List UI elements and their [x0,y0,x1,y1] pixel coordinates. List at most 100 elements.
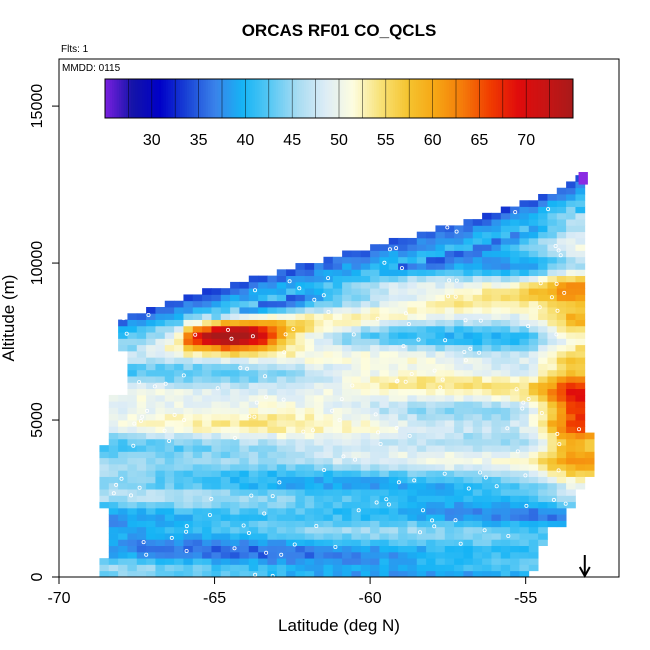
heatmap-cell [230,369,240,377]
heatmap-cell [342,307,352,314]
heatmap-cell [248,533,259,540]
sample-point [292,542,297,547]
heatmap-cell [286,445,296,452]
sample-point [144,552,149,557]
heatmap-cell [211,332,222,339]
heatmap-cell [351,307,362,314]
heatmap-cell [314,470,324,477]
heatmap-cell [295,489,306,496]
heatmap-cell [323,394,334,402]
heatmap-cell [304,489,315,496]
heatmap-cell [230,551,240,559]
heatmap-cell [183,344,194,352]
heatmap-cell [435,413,446,421]
heatmap-cell [230,482,240,490]
heatmap-cell [407,350,418,358]
heatmap-cell [304,501,315,509]
heatmap-cell [482,256,492,264]
heatmap-cell [202,545,212,553]
heatmap-cell [379,551,390,559]
heatmap-cell [472,256,483,264]
sample-point [146,312,151,317]
heatmap-cell [304,470,315,477]
heatmap-cell [566,332,576,339]
heatmap-cell [314,420,324,427]
heatmap-cell [519,501,530,509]
heatmap-cell [379,350,390,358]
heatmap-cell [239,533,250,540]
colorbar-segment [519,79,523,118]
heatmap-cell [183,463,194,471]
colorbar-segment [558,79,562,118]
heatmap-cell [463,551,474,559]
heatmap-cell [519,507,530,515]
heatmap-cell [407,507,418,515]
heatmap-cell [528,432,539,440]
heatmap-cell [370,388,380,396]
heatmap-cell [164,413,175,421]
heatmap-cell [127,357,138,364]
heatmap-cell [398,413,408,421]
heatmap-cell [379,281,390,289]
heatmap-cell [519,388,530,396]
heatmap-cell [286,269,296,277]
heatmap-cell [482,533,492,540]
heatmap-cell [230,533,240,540]
heatmap-cell [416,369,427,377]
heatmap-cell [108,432,119,440]
heatmap-cell [174,482,184,490]
sample-point [505,426,510,431]
colorbar-segment [568,79,572,118]
heatmap-cell [416,426,427,433]
heatmap-cell [556,394,567,402]
sample-point [399,266,404,271]
heatmap-cell [314,526,324,534]
sample-point [412,478,417,483]
colorbar-segment [278,79,281,118]
heatmap-cell [323,275,334,283]
heatmap-cell [407,495,418,503]
colorbar-segment [252,79,256,118]
heatmap-cell [444,533,455,540]
heatmap-cell [202,507,212,515]
heatmap-cell [500,520,511,528]
heatmap-cell [332,288,343,295]
heatmap-cell [146,426,156,433]
heatmap-cell [584,432,595,440]
heatmap-cell [528,413,539,421]
heatmap-cell [435,350,446,358]
heatmap-cell [164,539,175,547]
heatmap-cell [510,263,520,270]
colorbar-segment [416,79,420,118]
heatmap-cell [183,394,194,402]
heatmap-cell [426,526,436,534]
heatmap-cell [267,489,278,496]
heatmap-cell [454,263,464,270]
colorbar-segment [273,79,277,118]
heatmap-cell [426,533,436,540]
heatmap-cell [192,300,203,308]
heatmap-cell [155,426,166,433]
heatmap-cell [398,533,408,540]
heatmap-cell [248,313,259,320]
heatmap-cell [370,338,380,346]
heatmap-cell [267,288,278,295]
heatmap-cell [435,489,446,496]
heatmap-cell [444,401,455,408]
heatmap-cell [258,539,268,547]
heatmap-cell [519,570,530,577]
heatmap-cell [304,263,315,270]
heatmap-cell [155,357,166,364]
colorbar-segment [542,79,546,118]
heatmap-cell [575,332,586,339]
heatmap-cell [183,507,194,515]
heatmap-cell [528,489,539,496]
heatmap-cell [398,558,408,565]
heatmap-cell [500,463,511,471]
heatmap-cell [342,338,352,346]
heatmap-cell [547,407,558,415]
colorbar-segment [193,79,197,118]
heatmap-cell [258,564,268,572]
heatmap-cell [258,363,268,371]
heatmap-cell [463,451,474,459]
